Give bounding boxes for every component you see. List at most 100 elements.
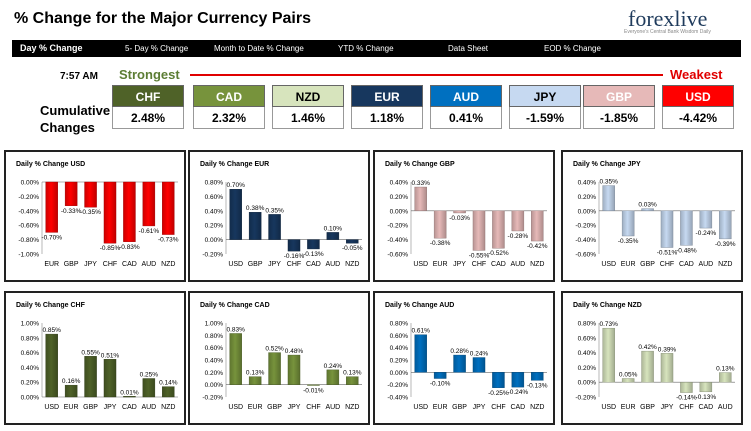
currency-change-value: 0.41%	[430, 107, 502, 129]
strongest-label: Strongest	[119, 67, 180, 82]
data-label: 0.24%	[324, 363, 343, 370]
bar-aud	[719, 372, 732, 383]
weakest-label: Weakest	[670, 67, 723, 82]
nav-eod-change[interactable]: EOD % Change	[544, 44, 601, 53]
chart-title: Daily % Change CAD	[200, 302, 270, 309]
x-tick-label: CAD	[122, 261, 137, 268]
x-tick-label: USD	[228, 261, 243, 268]
nav-5day-change[interactable]: 5- Day % Change	[125, 44, 189, 53]
nav-data-sheet[interactable]: Data Sheet	[448, 44, 489, 53]
y-tick-label: -0.40%	[387, 237, 408, 244]
data-label: 0.73%	[599, 321, 618, 328]
x-tick-label: CAD	[679, 261, 694, 268]
data-label: -0.13%	[527, 382, 548, 389]
chart-usd: Daily % Change USD 0.00% -0.20% -0.40% -0.60…	[16, 161, 179, 268]
data-label: -0.35%	[80, 209, 101, 216]
nav-ytd-change[interactable]: YTD % Change	[338, 44, 394, 53]
bar-aud	[326, 369, 340, 385]
y-tick-label: 0.00%	[390, 370, 409, 377]
y-tick-label: -0.20%	[575, 395, 596, 402]
nav-mtd-change[interactable]: Month to Date % Change	[214, 44, 304, 53]
y-tick-label: -0.40%	[575, 237, 596, 244]
bar-usd	[602, 327, 615, 383]
bar-gbp	[64, 181, 78, 206]
x-tick-label: GBP	[267, 404, 282, 411]
x-tick-label: CHF	[679, 404, 693, 411]
chart-chf-panel: Daily % Change CHF 1.00% 0.80% 0.60% 0.40% 0.…	[4, 291, 186, 425]
currency-cell-cad: CAD 2.32%	[193, 85, 265, 129]
y-tick-label: 0.80%	[390, 321, 409, 328]
bar-nzd	[346, 239, 359, 244]
x-tick-label: EUR	[621, 261, 636, 268]
x-tick-label: NZD	[161, 261, 175, 268]
data-label: 0.05%	[619, 372, 638, 379]
bar-gbp	[248, 212, 262, 240]
bar-jpy	[287, 354, 301, 385]
bar-gbp	[268, 352, 281, 385]
x-tick-label: USD	[228, 404, 243, 411]
x-tick-label: AUD	[141, 261, 156, 268]
x-tick-label: CAD	[122, 404, 137, 411]
x-tick-label: CAD	[510, 404, 525, 411]
x-tick-label: USD	[413, 261, 428, 268]
data-label: -0.33%	[61, 208, 82, 215]
data-label: 0.85%	[42, 327, 61, 334]
y-tick-label: -0.60%	[18, 223, 39, 230]
x-tick-label: NZD	[530, 404, 544, 411]
data-label: 0.13%	[716, 366, 735, 373]
x-tick-label: NZD	[345, 404, 359, 411]
x-tick-label: GBP	[640, 261, 655, 268]
x-tick-label: EUR	[433, 404, 448, 411]
y-tick-label: 1.00%	[205, 321, 224, 328]
currency-code: NZD	[272, 85, 344, 107]
x-tick-label: CAD	[491, 261, 506, 268]
data-label: -0.73%	[158, 237, 179, 244]
x-tick-label: CHF	[660, 261, 674, 268]
chart-title: Daily % Change AUD	[385, 302, 454, 309]
bar-eur	[64, 384, 78, 398]
forexlive-logo[interactable]: forexlive Everyone's Central Bank Wisdom…	[618, 6, 738, 38]
x-tick-label: USD	[413, 404, 428, 411]
bar-usd	[602, 185, 615, 211]
y-tick-label: 0.20%	[578, 194, 597, 201]
strength-scale-line	[190, 74, 663, 76]
currency-change-value: -1.59%	[509, 107, 581, 129]
data-label: 0.38%	[246, 205, 265, 212]
x-tick-label: AUD	[718, 404, 733, 411]
data-label: -0.52%	[488, 250, 509, 257]
bar-eur	[621, 378, 635, 383]
bar-jpy	[453, 210, 466, 214]
bar-aud	[326, 232, 340, 240]
y-tick-label: -0.20%	[575, 223, 596, 230]
bar-chf	[492, 372, 505, 388]
data-label: 0.51%	[101, 352, 120, 359]
currency-code: GBP	[583, 85, 655, 107]
chart-jpy: Daily % Change JPY 0.40% 0.20% 0.00% -0.20% -…	[573, 161, 736, 268]
y-tick-label: -0.20%	[18, 194, 39, 201]
x-tick-label: CHF	[491, 404, 505, 411]
logo-text: forexlive	[628, 6, 708, 31]
y-tick-label: -0.20%	[202, 252, 223, 259]
y-tick-label: 0.40%	[21, 365, 40, 372]
chart-gbp: Daily % Change GBP 0.40% 0.20% 0.00% -0.20% -…	[385, 161, 548, 268]
bar-cad	[307, 239, 320, 250]
bar-cad	[680, 210, 693, 246]
x-tick-label: AUD	[510, 261, 525, 268]
data-label: 0.52%	[265, 346, 284, 353]
chart-title: Daily % Change NZD	[573, 302, 642, 309]
bar-eur	[433, 372, 447, 379]
currency-cell-jpy: JPY -1.59%	[509, 85, 581, 129]
x-tick-label: NZD	[718, 261, 732, 268]
data-label: -0.55%	[469, 252, 490, 259]
data-label: 0.55%	[81, 349, 100, 356]
currency-change-value: -1.85%	[583, 107, 655, 129]
bar-chf	[307, 384, 320, 386]
data-label: 0.39%	[658, 346, 677, 353]
nav-day-change[interactable]: Day % Change	[20, 43, 83, 53]
currency-change-value: 1.46%	[272, 107, 344, 129]
data-label: -0.13%	[303, 251, 324, 258]
bar-gbp	[641, 208, 654, 211]
bar-gbp	[641, 350, 654, 383]
y-tick-label: 0.00%	[205, 382, 224, 389]
bar-chf	[103, 181, 117, 244]
